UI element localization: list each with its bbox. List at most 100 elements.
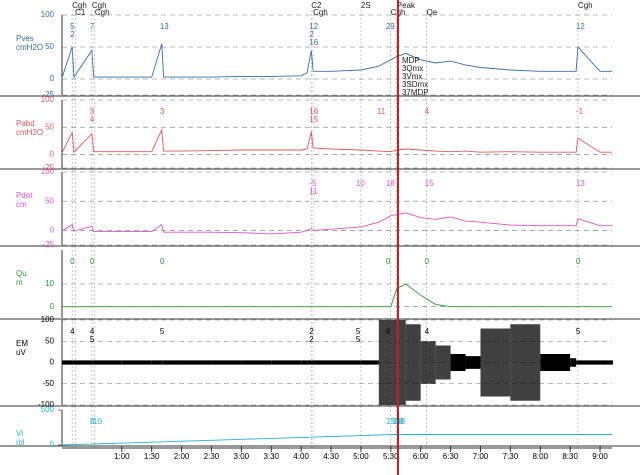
channel-unit: cm (16, 200, 27, 209)
annotation: 18 (386, 179, 395, 188)
annotation: 5 (356, 335, 361, 344)
y-tick-label: 50 (45, 122, 54, 131)
emg-burst (378, 320, 391, 405)
trace (61, 43, 612, 79)
x-tick-label: 1:30 (144, 452, 160, 461)
event-label: Peak (397, 1, 416, 10)
emg-burst (405, 324, 421, 401)
annotation: 4 (386, 327, 391, 336)
marker-label: 3Qmx (402, 64, 423, 73)
x-tick-label: 8:00 (532, 452, 548, 461)
trace (61, 128, 612, 154)
annotation: 7 (90, 22, 95, 31)
annotation: 16 (309, 38, 318, 47)
annotation: 2 (309, 327, 314, 336)
x-tick-label: 3:30 (263, 452, 279, 461)
annotation: 5 (356, 327, 361, 336)
emg-burst (570, 358, 577, 367)
emg-burst (600, 360, 612, 365)
emg-burst (62, 360, 73, 365)
emg-burst (301, 360, 308, 365)
annotation: 0 (160, 257, 165, 266)
annotation: 3 (90, 107, 95, 116)
x-tick-label: 8:30 (562, 452, 578, 461)
annotation: 11 (377, 107, 386, 116)
emg-burst (360, 360, 379, 365)
event-label: 2S (361, 1, 371, 10)
channel-name: Qu (16, 269, 27, 278)
emg-burst (390, 320, 397, 405)
x-tick-label: 4:30 (323, 452, 339, 461)
emg-burst (510, 324, 541, 401)
event-label: Cgh (313, 8, 328, 17)
emg-burst (73, 360, 92, 365)
emg-burst (211, 360, 242, 365)
annotation: 8 (90, 417, 95, 426)
channel-unit: uV (16, 348, 26, 357)
channel-name: Pves (16, 34, 34, 43)
emg-burst (163, 360, 182, 365)
channel-name: Pdet (16, 191, 33, 200)
channel-unit: cmH2O (16, 128, 43, 137)
annotation: 0 (70, 257, 75, 266)
y-tick-label: 50 (45, 42, 54, 51)
x-tick-label: 6:00 (413, 452, 429, 461)
y-tick-label: 0 (50, 440, 55, 449)
annotation: 11 (309, 187, 318, 196)
annotation: 29 (386, 22, 395, 31)
y-tick-label: 0 (50, 150, 55, 159)
emg-burst (72, 360, 74, 365)
y-tick-label: 100 (41, 95, 55, 104)
annotation: 13 (576, 179, 585, 188)
channel-name: EM (16, 339, 28, 348)
x-tick-label: 6:30 (443, 452, 459, 461)
channel-name: Pabd (16, 119, 35, 128)
annotation: 12 (309, 22, 318, 31)
annotation: 12 (576, 22, 585, 31)
x-tick-label: 1:00 (114, 452, 130, 461)
emg-burst (577, 360, 601, 365)
marker-label: 37MDP (402, 88, 429, 97)
emg-burst (331, 360, 361, 365)
emg-burst (181, 360, 212, 365)
annotation: 10 (356, 179, 365, 188)
emg-burst (93, 360, 122, 365)
annotation: 15 (425, 179, 434, 188)
y-tick-label: 500 (41, 405, 55, 414)
emg-burst (241, 360, 272, 365)
event-label: C2 (311, 1, 322, 10)
emg-burst (307, 360, 312, 365)
emg-burst (450, 354, 466, 371)
marker-label: 3SDmx (402, 80, 428, 89)
annotation: 2 (309, 30, 314, 39)
channel-name: Vi (16, 429, 23, 438)
y-tick-label: 50 (45, 196, 54, 205)
x-tick-label: 2:30 (204, 452, 220, 461)
event-label: Qe (427, 8, 438, 17)
annotation: 5 (576, 327, 581, 336)
y-tick-label: 0 (50, 302, 55, 311)
y-tick-label: 0 (50, 226, 55, 235)
emg-burst (121, 360, 152, 365)
emg-burst (612, 360, 613, 365)
x-tick-label: 4:00 (293, 452, 309, 461)
emg-burst (396, 320, 406, 405)
annotation: 150 (386, 417, 400, 426)
trace (62, 283, 612, 308)
emg-burst (91, 360, 94, 365)
annotation: 4 (90, 327, 95, 336)
annotation: 3 (160, 107, 165, 116)
emg-burst (576, 360, 578, 365)
channel-unit: ml (16, 438, 25, 447)
x-tick-label: 7:00 (473, 452, 489, 461)
annotation: 13 (160, 22, 169, 31)
annotation: -5 (309, 179, 317, 188)
annotation: 2 (309, 335, 314, 344)
event-label: Cgh (578, 1, 593, 10)
emg-burst (465, 356, 481, 369)
y-tick-label: 100 (41, 167, 55, 176)
x-tick-label: 5:30 (383, 452, 399, 461)
y-tick-label: 0 (50, 358, 55, 367)
annotation: 4 (425, 327, 430, 336)
